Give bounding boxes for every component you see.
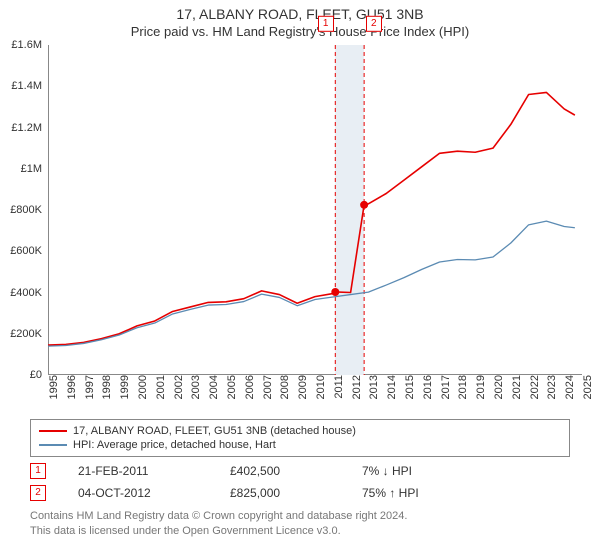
x-tick-label: 2025	[578, 375, 594, 399]
sale-price-1: £402,500	[230, 464, 330, 478]
legend-item-hpi: HPI: Average price, detached house, Hart	[39, 438, 561, 452]
line-chart-svg	[48, 45, 582, 375]
sale-marker-1: 1	[30, 463, 46, 479]
credits-line-2: This data is licensed under the Open Gov…	[30, 524, 570, 539]
event-marker: 1	[318, 16, 334, 32]
x-tick-label: 2003	[186, 375, 202, 399]
y-tick-label: £200K	[10, 328, 42, 340]
sale-price-2: £825,000	[230, 486, 330, 500]
legend-swatch-subject	[39, 430, 67, 432]
y-tick-label: £400K	[10, 287, 42, 299]
plot-area: £0£200K£400K£600K£800K£1M£1.2M£1.4M£1.6M…	[48, 45, 582, 375]
sale-row-1: 1 21-FEB-2011 £402,500 7% ↓ HPI	[30, 463, 570, 479]
legend-label-hpi: HPI: Average price, detached house, Hart	[73, 439, 276, 451]
x-tick-label: 2000	[133, 375, 149, 399]
x-tick-label: 2017	[436, 375, 452, 399]
x-tick-label: 2001	[151, 375, 167, 399]
x-tick-label: 2009	[293, 375, 309, 399]
x-tick-label: 2008	[275, 375, 291, 399]
chart-title: 17, ALBANY ROAD, FLEET, GU51 3NB	[0, 0, 600, 22]
x-tick-label: 1997	[80, 375, 96, 399]
x-tick-label: 2010	[311, 375, 327, 399]
x-tick-label: 1995	[44, 375, 60, 399]
sale-marker-2: 2	[30, 485, 46, 501]
y-tick-label: £1.4M	[11, 80, 42, 92]
x-tick-label: 2006	[240, 375, 256, 399]
x-tick-label: 1996	[62, 375, 78, 399]
x-tick-label: 1998	[97, 375, 113, 399]
x-tick-label: 2007	[258, 375, 274, 399]
x-tick-label: 2015	[400, 375, 416, 399]
x-tick-label: 2016	[418, 375, 434, 399]
chart-subtitle: Price paid vs. HM Land Registry's House …	[0, 22, 600, 45]
x-tick-label: 2022	[525, 375, 541, 399]
x-tick-label: 2002	[169, 375, 185, 399]
x-tick-label: 2013	[364, 375, 380, 399]
x-tick-label: 2014	[382, 375, 398, 399]
credits-line-1: Contains HM Land Registry data © Crown c…	[30, 509, 570, 524]
sale-row-2: 2 04-OCT-2012 £825,000 75% ↑ HPI	[30, 485, 570, 501]
x-tick-label: 2024	[560, 375, 576, 399]
x-tick-label: 2004	[204, 375, 220, 399]
x-tick-label: 2011	[329, 375, 345, 399]
x-tick-label: 1999	[115, 375, 131, 399]
legend: 17, ALBANY ROAD, FLEET, GU51 3NB (detach…	[30, 419, 570, 457]
chart-card: 17, ALBANY ROAD, FLEET, GU51 3NB Price p…	[0, 0, 600, 560]
x-tick-label: 2021	[507, 375, 523, 399]
y-tick-label: £1M	[21, 163, 42, 175]
legend-swatch-hpi	[39, 444, 67, 446]
sale-delta-2: 75% ↑ HPI	[362, 486, 482, 500]
x-tick-label: 2020	[489, 375, 505, 399]
event-marker: 2	[366, 16, 382, 32]
sale-delta-1: 7% ↓ HPI	[362, 464, 482, 478]
x-tick-label: 2019	[471, 375, 487, 399]
sale-date-1: 21-FEB-2011	[78, 464, 198, 478]
y-tick-label: £1.6M	[11, 39, 42, 51]
x-tick-label: 2018	[453, 375, 469, 399]
x-tick-label: 2005	[222, 375, 238, 399]
legend-label-subject: 17, ALBANY ROAD, FLEET, GU51 3NB (detach…	[73, 425, 356, 437]
sale-date-2: 04-OCT-2012	[78, 486, 198, 500]
credits: Contains HM Land Registry data © Crown c…	[30, 509, 570, 539]
y-tick-label: £1.2M	[11, 122, 42, 134]
y-tick-label: £600K	[10, 245, 42, 257]
x-tick-label: 2012	[347, 375, 363, 399]
y-tick-label: £0	[30, 369, 42, 381]
y-tick-label: £800K	[10, 204, 42, 216]
legend-item-subject: 17, ALBANY ROAD, FLEET, GU51 3NB (detach…	[39, 424, 561, 438]
x-tick-label: 2023	[542, 375, 558, 399]
